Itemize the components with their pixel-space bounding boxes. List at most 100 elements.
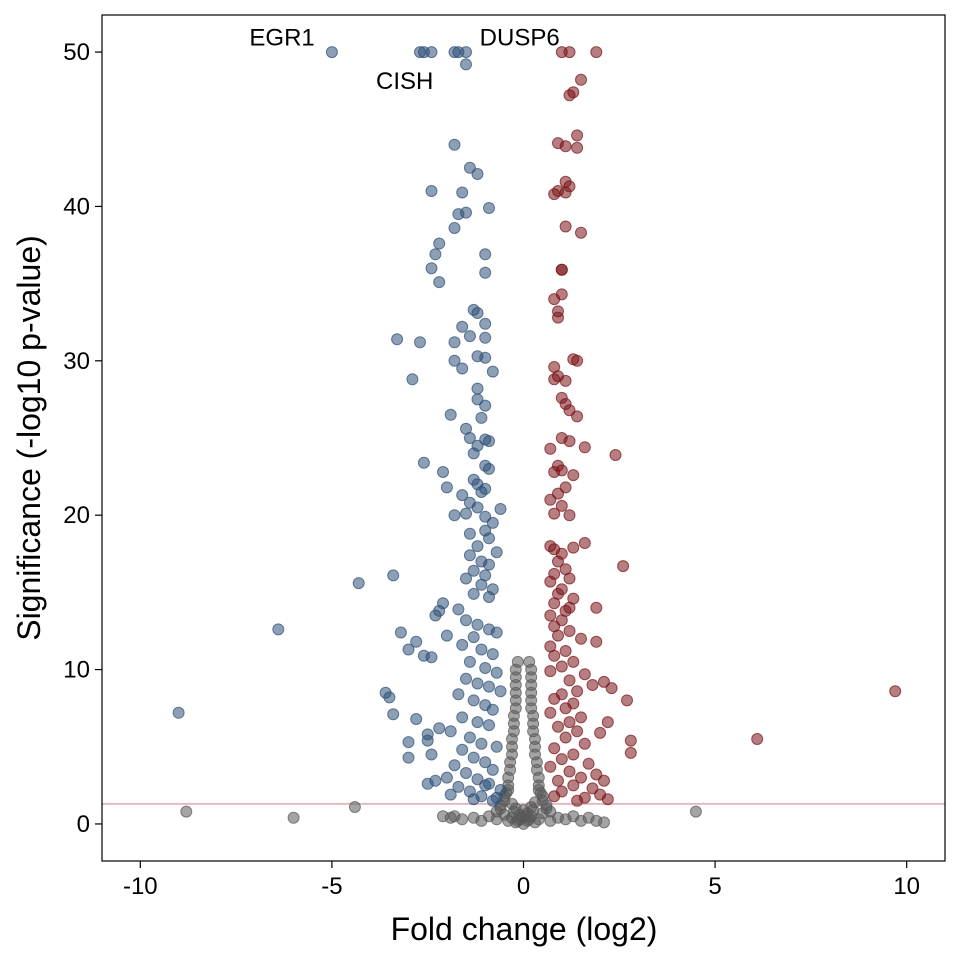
y-tick-label: 50 xyxy=(63,39,90,66)
data-point-up xyxy=(751,733,764,745)
data-point-up xyxy=(609,449,622,461)
data-point-down xyxy=(479,248,492,261)
data-point-down xyxy=(467,447,480,460)
y-tick-label: 20 xyxy=(63,502,90,529)
data-point-down xyxy=(463,527,476,540)
data-point-down xyxy=(391,333,404,346)
data-point-up xyxy=(544,609,557,622)
data-point-down xyxy=(471,618,484,631)
data-point-up xyxy=(575,632,587,645)
data-point-up xyxy=(559,374,572,387)
data-point-down xyxy=(421,777,434,790)
data-point-down xyxy=(460,46,472,59)
data-point-up xyxy=(571,129,584,142)
data-point-up xyxy=(563,572,576,585)
data-point-down xyxy=(479,351,492,364)
data-point-down xyxy=(456,362,469,375)
data-point-up xyxy=(563,716,576,729)
gene-label: CISH xyxy=(376,68,433,95)
data-point-up xyxy=(548,466,561,478)
data-point-down xyxy=(456,489,469,502)
data-point-down xyxy=(471,501,484,514)
data-point-up xyxy=(544,760,557,773)
y-tick-label: 30 xyxy=(63,348,90,375)
y-tick-label: 0 xyxy=(77,811,90,838)
data-point-up xyxy=(559,140,572,153)
data-point-up xyxy=(571,410,584,423)
data-point-up xyxy=(548,293,561,306)
data-point-down xyxy=(463,731,476,744)
data-point-down xyxy=(483,462,495,475)
data-point-ns xyxy=(523,655,536,668)
data-point-up xyxy=(594,726,607,739)
data-point-ns xyxy=(180,805,193,818)
data-point-up xyxy=(559,702,572,715)
data-point-up xyxy=(578,737,591,750)
data-point-up xyxy=(575,73,587,86)
data-point-up xyxy=(567,748,580,761)
data-point-down xyxy=(452,688,465,701)
data-point-down xyxy=(402,643,415,656)
data-point-down xyxy=(437,466,449,478)
data-point-up xyxy=(548,649,561,662)
data-point-up xyxy=(544,493,557,506)
data-point-down xyxy=(172,706,185,719)
data-point-up xyxy=(571,141,584,154)
data-point-up xyxy=(563,435,576,448)
data-point-up xyxy=(544,706,557,719)
data-point-down xyxy=(490,546,503,559)
data-point-up xyxy=(559,220,572,233)
data-point-down xyxy=(456,638,469,651)
data-point-up xyxy=(590,768,603,781)
data-point-up xyxy=(555,660,568,673)
x-tick-label: 10 xyxy=(893,873,920,900)
data-point-down xyxy=(471,307,484,319)
data-point-up xyxy=(552,629,564,642)
data-point-ns xyxy=(511,655,524,668)
data-point-up xyxy=(544,575,557,588)
data-point-up xyxy=(590,635,603,648)
data-point-down xyxy=(494,503,507,515)
data-point-down xyxy=(410,635,423,648)
data-point-down xyxy=(463,330,476,343)
data-point-down xyxy=(433,722,446,735)
data-point-down xyxy=(325,46,338,59)
data-point-up xyxy=(544,442,557,455)
data-point-up xyxy=(552,774,564,787)
data-point-up xyxy=(563,674,576,687)
data-point-up xyxy=(548,597,561,610)
x-axis-title: Fold change (log2) xyxy=(391,911,658,947)
data-point-up xyxy=(578,537,591,549)
data-point-up xyxy=(567,779,580,792)
data-point-down xyxy=(479,331,492,344)
data-point-down xyxy=(471,677,484,690)
data-point-up xyxy=(567,541,580,554)
data-point-down xyxy=(463,549,476,562)
data-point-down xyxy=(460,672,472,685)
data-point-down xyxy=(410,713,423,725)
data-point-down xyxy=(486,763,499,776)
data-point-down xyxy=(440,771,453,784)
data-point-down xyxy=(456,743,469,756)
data-point-up xyxy=(552,555,564,568)
data-point-down xyxy=(475,411,488,424)
data-point-ns xyxy=(348,801,361,813)
data-point-down xyxy=(448,509,461,522)
data-point-down xyxy=(471,716,484,729)
data-point-up xyxy=(598,774,610,787)
x-tick-label: -10 xyxy=(123,873,158,900)
data-point-down xyxy=(272,623,285,636)
data-point-up xyxy=(601,793,614,806)
data-point-down xyxy=(494,784,507,796)
data-point-down xyxy=(471,540,484,553)
data-point-down xyxy=(448,759,461,772)
data-point-down xyxy=(425,262,438,275)
data-point-down xyxy=(444,408,457,421)
data-point-down xyxy=(425,748,438,761)
data-point-down xyxy=(460,206,472,219)
data-point-up xyxy=(555,499,568,512)
gene-label: EGR1 xyxy=(249,25,314,52)
data-point-down xyxy=(486,794,499,807)
data-point-up xyxy=(548,507,561,520)
